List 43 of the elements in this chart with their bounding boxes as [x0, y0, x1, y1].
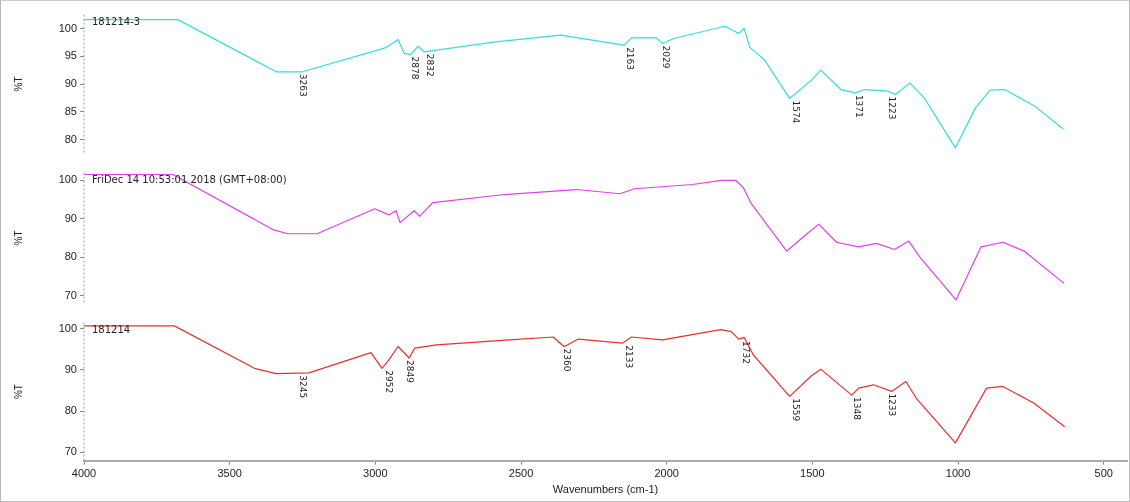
y-tick-label: 95 — [64, 49, 77, 62]
y-tick-label: 100 — [58, 173, 77, 186]
x-tick-label: 1500 — [800, 467, 825, 480]
x-tick-label: 500 — [1094, 467, 1113, 480]
annotation: 2878 — [410, 56, 421, 80]
annotation: 2849 — [404, 360, 415, 384]
annotation: 1348 — [852, 397, 863, 421]
annotation: 1574 — [790, 100, 801, 124]
y-axis-title: %T — [12, 384, 24, 400]
annotation: 2952 — [383, 370, 394, 394]
y-tick-label: 70 — [64, 445, 77, 458]
annotation: 2832 — [424, 53, 435, 77]
annotation: 1371 — [854, 94, 865, 118]
y-axis-title: %T — [12, 76, 24, 92]
x-tick-label: 2500 — [508, 467, 534, 480]
y-tick-label: 90 — [64, 77, 77, 90]
y-tick-label: 80 — [64, 132, 77, 145]
y-tick-label: 80 — [64, 404, 77, 417]
x-tick-label: 3000 — [363, 467, 388, 480]
annotation: 1223 — [887, 96, 898, 120]
x-tick-label: 3500 — [217, 467, 242, 480]
annotation: 3245 — [298, 375, 309, 399]
annotation: 3263 — [297, 73, 308, 97]
x-tick-label: 1000 — [945, 467, 971, 480]
y-tick-label: 80 — [64, 250, 77, 263]
annotation: 181214 — [92, 324, 131, 336]
annotation: 1233 — [886, 393, 897, 417]
y-tick-label: 90 — [64, 211, 77, 224]
y-tick-label: 90 — [64, 363, 77, 375]
y-axis-title: %T — [12, 230, 24, 246]
x-axis-title: Wavenumbers (cm-1) — [552, 483, 659, 496]
annotation: 1732 — [741, 341, 751, 364]
y-tick-label: 100 — [58, 321, 77, 334]
annotation: 1559 — [790, 398, 801, 422]
annotation: 2360 — [561, 348, 572, 372]
x-tick-label: 2000 — [654, 467, 679, 480]
annotation: 2029 — [660, 45, 671, 69]
x-tick-label: 4000 — [71, 467, 97, 480]
y-tick-label: 100 — [58, 21, 77, 34]
annotation: 2163 — [625, 47, 636, 71]
y-tick-label: 70 — [64, 288, 77, 301]
annotation: 2133 — [624, 345, 635, 369]
y-tick-label: 85 — [64, 104, 77, 117]
